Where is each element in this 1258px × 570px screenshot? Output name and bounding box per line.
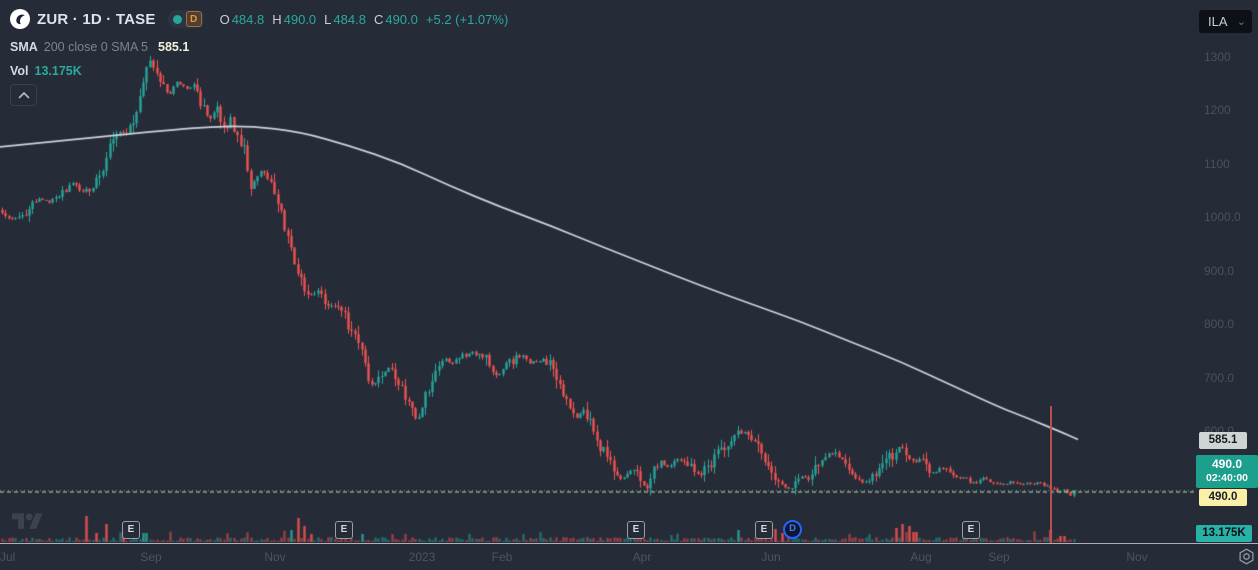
close-label: C (373, 11, 384, 27)
currency-label: ILA (1208, 14, 1228, 29)
time-tick-label: Feb (491, 550, 513, 564)
change-value: +5.2 (+1.07%) (425, 11, 509, 27)
market-open-dot-icon (172, 14, 182, 24)
low-label: L (324, 11, 332, 27)
price-tick-label: 900.0 (1204, 264, 1235, 278)
price-tick-label: 1300 (1204, 50, 1231, 64)
price-chart-canvas[interactable] (0, 0, 1196, 543)
open-label: O (219, 11, 230, 27)
chart-legend: ZUR · 1D · TASE D O 484.8 H 490.0 L 484.… (10, 8, 508, 79)
gear-icon (1239, 548, 1254, 565)
price-axis[interactable]: ILA ⌄ 1300 1200 1100 1000.0 900.0 800.0 700.0 6… (1196, 0, 1258, 543)
price-tick-label: 800.0 (1204, 317, 1235, 331)
symbol-title[interactable]: ZUR · 1D · TASE (37, 10, 156, 28)
sma-params: 200 close 0 SMA 5 (43, 40, 149, 54)
price-tick-label: 1100 (1204, 157, 1230, 171)
open-value: 484.8 (231, 11, 265, 27)
earnings-marker[interactable]: E (335, 521, 353, 539)
last-price-badge: 490.0 02:40:00 (1196, 455, 1258, 488)
earnings-marker[interactable]: E (122, 521, 140, 539)
time-tick-label: Sep (988, 550, 1010, 564)
time-tick-label: Nov (1126, 550, 1148, 564)
last-price-value: 490.0 (1211, 457, 1243, 471)
price-tick-label: 700.0 (1204, 371, 1235, 385)
bar-countdown-timer: 02:40:00 (1205, 472, 1249, 484)
earnings-marker[interactable]: E (755, 521, 773, 539)
collapse-legend-button[interactable] (10, 84, 37, 106)
ohlc-readout: O 484.8 H 490.0 L 484.8 C 490.0 +5.2 (+1… (220, 12, 509, 27)
vol-value: 13.175K (34, 64, 82, 78)
chevron-up-icon (18, 91, 29, 99)
high-value: 490.0 (283, 11, 317, 27)
symbol-logo-icon[interactable] (10, 9, 30, 29)
time-tick-label: Sep (140, 550, 162, 564)
price-tick-label: 1000.0 (1204, 210, 1241, 224)
earnings-marker[interactable]: E (627, 521, 645, 539)
earnings-marker[interactable]: E (962, 521, 980, 539)
time-tick-label: Aug (910, 550, 932, 564)
sma-indicator-legend[interactable]: SMA 200 close 0 SMA 5 585.1 (10, 39, 508, 55)
close-value: 490.0 (385, 11, 418, 27)
time-tick-label: Apr (632, 550, 652, 564)
sma-value: 585.1 (158, 40, 190, 54)
chevron-down-icon: ⌄ (1236, 15, 1246, 28)
currency-selector-button[interactable]: ILA ⌄ (1199, 10, 1252, 33)
time-tick-label: Jun (761, 550, 781, 564)
price-tick-label: 1200 (1204, 103, 1231, 117)
high-label: H (272, 11, 282, 27)
settings-button[interactable] (1236, 546, 1257, 567)
vertical-marker-line (1050, 406, 1052, 543)
time-tick-label: Nov (264, 550, 286, 564)
sma-value-badge: 585.1 (1199, 432, 1247, 449)
vol-name: Vol (10, 64, 29, 78)
time-tick-label: 2023 (408, 550, 436, 564)
sma-name: SMA (10, 40, 38, 54)
time-axis[interactable]: Jul Sep Nov 2023 Feb Apr Jun Aug Sep Nov (0, 544, 1196, 570)
time-tick-label: Jul (0, 550, 16, 564)
time-axis-divider (0, 543, 1258, 544)
dividend-marker[interactable]: D (783, 520, 802, 539)
volume-indicator-legend[interactable]: Vol 13.175K (10, 63, 508, 79)
tradingview-logo-watermark[interactable] (12, 510, 43, 534)
delayed-data-badge: D (185, 11, 202, 27)
volume-value-badge: 13.175K (1196, 525, 1252, 542)
market-status-pill[interactable]: D (167, 10, 204, 28)
price-level-badge: 490.0 (1199, 489, 1247, 506)
low-value: 484.8 (333, 11, 366, 27)
